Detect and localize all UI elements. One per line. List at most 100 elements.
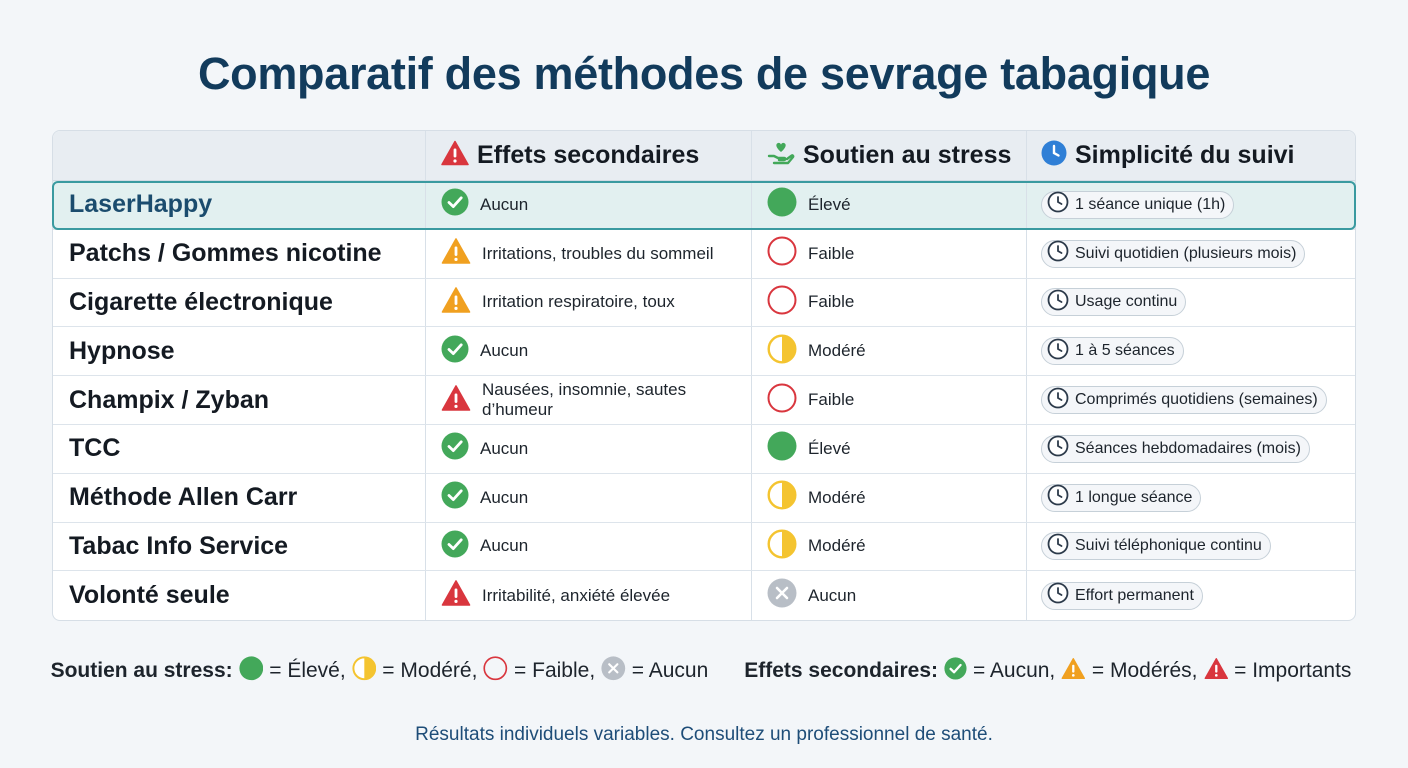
stress-support-value: Modéré	[808, 341, 866, 361]
simplicity-cell: Séances hebdomadaires (mois)	[1026, 425, 1355, 473]
simplicity-cell: Usage continu	[1026, 278, 1355, 327]
legend-side-label: Effets secondaires:	[744, 659, 938, 683]
stress-support-cell: Élevé	[751, 425, 1026, 473]
clock-outline-icon	[1047, 240, 1069, 267]
x-circle-icon	[601, 656, 626, 687]
side-effects-cell: Nausées, insomnie, sautes d’humeur	[425, 376, 751, 424]
header-side-effects-label: Effets secondaires	[477, 141, 700, 169]
stress-support-value: Élevé	[808, 438, 851, 458]
table-row: LaserHappy Aucun Élevé 1 séance unique (1h)	[53, 181, 1355, 230]
clock-outline-icon	[1047, 582, 1069, 609]
clock-outline-icon	[1047, 289, 1069, 316]
method-cell: Tabac Info Service	[53, 523, 425, 571]
follow-up-pill: Séances hebdomadaires (mois)	[1041, 434, 1310, 463]
full-circle-icon	[767, 187, 797, 222]
follow-up-value: 1 longue séance	[1075, 488, 1193, 506]
follow-up-value: Comprimés quotidiens (semaines)	[1075, 391, 1318, 409]
stress-support-cell: Élevé	[751, 181, 1026, 229]
method-name: Volonté seule	[69, 581, 230, 610]
legend-stress-item-text: = Faible,	[514, 659, 596, 683]
simplicity-cell: 1 à 5 séances	[1026, 327, 1355, 376]
method-cell: TCC	[53, 425, 425, 473]
table-row: Tabac Info Service Aucun Modéré Suivi télép…	[53, 522, 1355, 572]
side-effects-value: Nausées, insomnie, sautes d’humeur	[482, 380, 687, 420]
side-effects-cell: Aucun	[425, 327, 751, 376]
follow-up-pill: 1 à 5 séances	[1041, 337, 1184, 366]
method-name: Cigarette électronique	[69, 287, 333, 316]
method-name: Tabac Info Service	[69, 531, 289, 560]
warning-orange-icon	[441, 237, 471, 270]
follow-up-pill: Suivi quotidien (plusieurs mois)	[1041, 239, 1306, 268]
hand-heart-icon	[767, 139, 795, 172]
footer-disclaimer: Résultats individuels variables. Consult…	[415, 724, 993, 745]
method-name: Champix / Zyban	[69, 385, 270, 414]
clock-outline-icon	[1047, 191, 1069, 218]
stress-support-cell: Modéré	[751, 327, 1026, 376]
x-circle-icon	[767, 578, 797, 613]
legend-side-item: = Aucun,	[944, 657, 1055, 686]
empty-circle-icon	[767, 236, 797, 271]
follow-up-value: Suivi quotidien (plusieurs mois)	[1075, 244, 1297, 262]
simplicity-cell: Effort permanent	[1026, 571, 1355, 620]
follow-up-value: Séances hebdomadaires (mois)	[1075, 439, 1301, 457]
half-circle-icon	[767, 529, 797, 564]
simplicity-cell: Suivi téléphonique continu	[1026, 522, 1355, 571]
follow-up-pill: Effort permanent	[1041, 581, 1203, 610]
legend-side-item-text: = Aucun,	[972, 659, 1056, 683]
check-circle-icon	[441, 530, 469, 563]
side-effects-value: Irritations, troubles du sommeil	[482, 243, 714, 263]
table-row: Volonté seule Irritabilité, anxiété élevé…	[53, 571, 1355, 620]
stress-support-cell: Modéré	[751, 522, 1026, 571]
header-simplicity-label: Simplicité du suivi	[1075, 141, 1295, 169]
method-name: Méthode Allen Carr	[69, 483, 298, 512]
legend-stress-item: = Faible,	[483, 656, 595, 687]
legend-side-item-text: = Importants	[1234, 659, 1352, 683]
legend-stress-item-text: = Aucun	[631, 659, 709, 683]
side-effects-cell: Aucun	[425, 522, 751, 571]
table-row: Méthode Allen Carr Aucun Modéré 1 longue sé…	[53, 473, 1355, 523]
method-cell: Méthode Allen Carr	[53, 474, 425, 522]
side-effects-cell: Aucun	[425, 425, 751, 473]
method-cell: Hypnose	[53, 327, 425, 375]
warning-red-icon	[441, 384, 471, 417]
header-stress-support: Soutien au stress	[751, 131, 1026, 180]
stress-support-value: Faible	[808, 292, 855, 312]
clock-outline-icon	[1047, 533, 1069, 560]
check-circle-icon	[441, 432, 469, 465]
side-effects-value: Aucun	[480, 438, 529, 458]
side-effects-value: Irritation respiratoire, toux	[482, 292, 675, 312]
half-circle-icon	[352, 656, 377, 687]
full-circle-icon	[767, 431, 797, 466]
check-circle-icon	[944, 657, 967, 686]
side-effects-cell: Irritation respiratoire, toux	[425, 278, 751, 327]
legend-stress-item: = Modéré,	[352, 656, 477, 687]
half-circle-icon	[767, 334, 797, 369]
side-effects-cell: Aucun	[425, 473, 751, 522]
table-row: TCC Aucun Élevé Séances hebdomadaires (mois…	[53, 425, 1355, 474]
follow-up-value: Usage continu	[1075, 293, 1178, 311]
side-effects-value: Aucun	[480, 341, 529, 361]
method-cell: Champix / Zyban	[53, 376, 425, 424]
stress-support-value: Modéré	[808, 536, 866, 556]
stress-support-value: Faible	[808, 243, 855, 263]
clock-outline-icon	[1047, 484, 1069, 511]
legend-side-item: = Importants	[1204, 657, 1352, 686]
check-circle-icon	[441, 335, 469, 368]
clock-outline-icon	[1047, 387, 1069, 414]
method-cell: Cigarette électronique	[53, 279, 425, 327]
clock-outline-icon	[1047, 435, 1069, 462]
side-effects-value: Aucun	[480, 536, 529, 556]
simplicity-cell: 1 longue séance	[1026, 473, 1355, 522]
legend-stress-item-text: = Élevé,	[269, 659, 346, 683]
side-effects-value: Aucun	[480, 194, 529, 214]
header-stress-support-label: Soutien au stress	[803, 141, 1012, 169]
follow-up-value: 1 à 5 séances	[1075, 342, 1175, 360]
table-row: Champix / Zyban Nausées, insomnie, sautes…	[53, 376, 1355, 425]
side-effects-cell: Aucun	[425, 181, 751, 229]
legend-side-item-text: = Modérés,	[1091, 659, 1198, 683]
empty-circle-icon	[483, 656, 508, 687]
simplicity-cell: 1 séance unique (1h)	[1026, 181, 1355, 229]
method-cell: LaserHappy	[53, 181, 425, 229]
empty-circle-icon	[767, 285, 797, 320]
